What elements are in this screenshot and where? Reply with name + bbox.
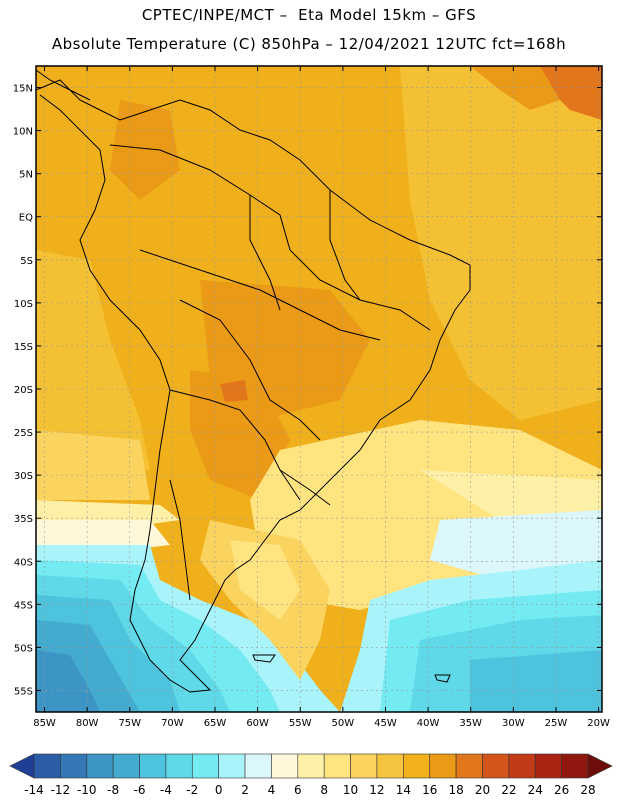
lat-label: EQ xyxy=(19,213,33,224)
colorbar-label: 6 xyxy=(294,783,302,797)
colorbar-label: -14 xyxy=(24,783,44,797)
colorbar-bin xyxy=(112,753,140,779)
colorbar-bin xyxy=(60,753,88,779)
colorbar-bin xyxy=(429,753,457,779)
colorbar-label: 2 xyxy=(241,783,249,797)
colorbar-label: 8 xyxy=(320,783,328,797)
lon-label: 85W xyxy=(33,718,56,729)
lat-label: 30S xyxy=(14,471,33,482)
colorbar-label: 26 xyxy=(554,783,569,797)
lon-label: 75W xyxy=(118,718,141,729)
graticule xyxy=(36,66,602,712)
colorbar-label: 4 xyxy=(268,783,276,797)
colorbar-bin xyxy=(376,753,404,779)
latitude-labels: 15N 10N 5N EQ 5S 10S 15S 20S 25S 30S 35S 40S 45S 50S 5… xyxy=(13,84,602,697)
colorbar-label: 14 xyxy=(396,783,411,797)
colorbar-arrow-low xyxy=(9,753,35,779)
colorbar-label: -4 xyxy=(160,783,172,797)
colorbar-bin xyxy=(350,753,378,779)
lon-label: 45W xyxy=(374,718,397,729)
colorbar-label: 10 xyxy=(343,783,358,797)
colorbar-label: 16 xyxy=(422,783,437,797)
lat-label: 5N xyxy=(19,170,33,181)
lat-label: 10N xyxy=(13,127,33,138)
colorbar-label: 20 xyxy=(475,783,490,797)
lon-label: 60W xyxy=(246,718,269,729)
colorbar-arrow-high xyxy=(587,753,613,779)
colorbar-label: 24 xyxy=(528,783,543,797)
coastline xyxy=(35,69,471,693)
lon-label: 20W xyxy=(587,718,610,729)
lon-label: 80W xyxy=(76,718,99,729)
colorbar-label: -10 xyxy=(77,783,97,797)
lon-label: 25W xyxy=(545,718,568,729)
colorbar-bin xyxy=(218,753,246,779)
lat-label: 35S xyxy=(14,514,33,525)
lon-label: 50W xyxy=(332,718,355,729)
colorbar-bin xyxy=(191,753,219,779)
colorbar-bin xyxy=(139,753,167,779)
lat-label: 5S xyxy=(20,256,33,267)
colorbar-label: 18 xyxy=(448,783,463,797)
lon-label: 35W xyxy=(459,718,482,729)
lat-label: 10S xyxy=(14,299,33,310)
lon-label: 70W xyxy=(161,718,184,729)
colorbar-label: 28 xyxy=(580,783,595,797)
chart-title-line1: CPTEC/INPE/MCT – Eta Model 15km – GFS xyxy=(141,6,477,24)
colorbar-bin xyxy=(271,753,299,779)
colorbar-bin xyxy=(403,753,431,779)
lat-label: 15N xyxy=(13,84,33,95)
colorbar-bin xyxy=(86,753,114,779)
longitude-labels: 85W 80W 75W 70W 65W 60W 55W 50W 45W 40W 35W 30W 25W 2… xyxy=(33,66,610,729)
lat-label: 15S xyxy=(14,342,33,353)
lat-label: 45S xyxy=(14,600,33,611)
colorbar-bin xyxy=(561,753,589,779)
chart-title-line2: Absolute Temperature (C) 850hPa – 12/04/… xyxy=(51,35,567,53)
colorbar-bin xyxy=(33,753,61,779)
colorbar-label: 0 xyxy=(215,783,223,797)
colorbar xyxy=(9,753,613,779)
colorbar-bin xyxy=(244,753,272,779)
lat-label: 50S xyxy=(14,643,33,654)
lon-label: 30W xyxy=(502,718,525,729)
lat-label: 20S xyxy=(14,385,33,396)
lat-label: 25S xyxy=(14,428,33,439)
colorbar-labels: -14 -12 -10 -8 -6 -4 -2 0 2 4 6 8 10 12 14 16 18 20 22 24 26… xyxy=(24,783,595,797)
colorbar-label: -2 xyxy=(186,783,198,797)
colorbar-bin xyxy=(455,753,483,779)
colorbar-bin xyxy=(482,753,510,779)
lat-label: 55S xyxy=(14,686,33,697)
lon-label: 65W xyxy=(204,718,227,729)
lat-label: 40S xyxy=(14,557,33,568)
colorbar-bin xyxy=(508,753,536,779)
colorbar-bin xyxy=(165,753,193,779)
colorbar-label: 22 xyxy=(501,783,516,797)
colorbar-label: -12 xyxy=(51,783,71,797)
lon-label: 55W xyxy=(289,718,312,729)
colorbar-label: -8 xyxy=(107,783,119,797)
colorbar-bin xyxy=(534,753,562,779)
colorbar-bin xyxy=(323,753,351,779)
colorbar-label: -6 xyxy=(134,783,146,797)
lon-label: 40W xyxy=(417,718,440,729)
colorbar-label: 12 xyxy=(369,783,384,797)
colorbar-bin xyxy=(297,753,325,779)
